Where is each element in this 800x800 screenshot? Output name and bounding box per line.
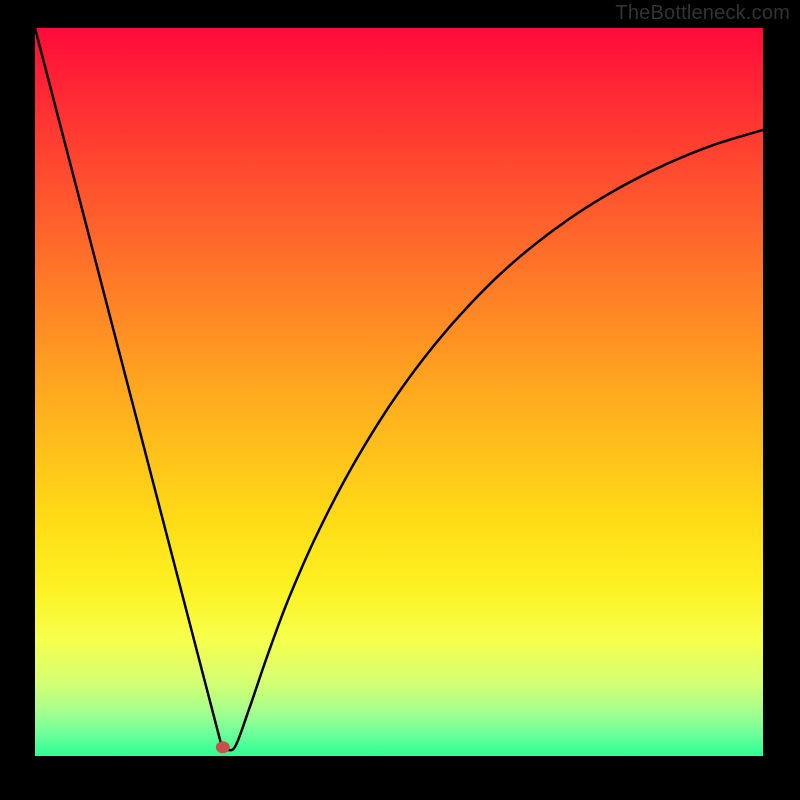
- chart-container: TheBottleneck.com: [0, 0, 800, 800]
- bottleneck-chart: [0, 0, 800, 800]
- watermark-text: TheBottleneck.com: [615, 2, 790, 25]
- optimal-point-marker: [216, 741, 230, 753]
